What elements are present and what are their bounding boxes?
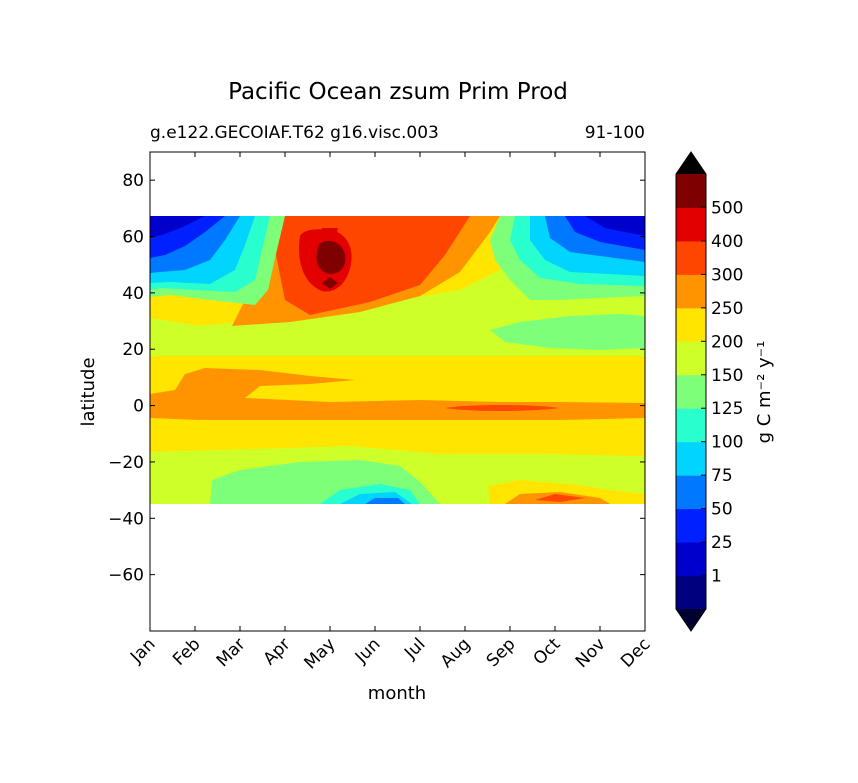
- chart-title: Pacific Ocean zsum Prim Prod: [228, 79, 568, 105]
- colorbar-segment: [676, 274, 706, 309]
- band-level-500: [316, 240, 346, 274]
- colorbar-tick-label: 150: [711, 366, 743, 386]
- x-tick-label: Nov: [572, 634, 610, 672]
- colorbar-segment: [676, 374, 706, 409]
- colorbar-tick-label: 200: [711, 332, 743, 352]
- plot-frame: [149, 151, 646, 632]
- colorbar-segment: [676, 341, 706, 376]
- x-tick-label: Jan: [126, 634, 159, 667]
- colorbar-extend-top: [676, 152, 706, 174]
- band-level-125-midlat: [490, 314, 645, 350]
- colorbar-segment: [676, 408, 706, 443]
- y-tick-label: 20: [122, 340, 144, 360]
- colorbar-segment: [676, 542, 706, 577]
- y-tick-label: 80: [122, 171, 144, 191]
- colorbar-tick-label: 300: [711, 265, 743, 285]
- band-level-300-eq: [445, 405, 560, 411]
- band-level-500-b: [322, 277, 338, 289]
- chart-subtitle-left: g.e122.GECOIAF.T62 g16.visc.003: [150, 123, 439, 143]
- colorbar-segment: [676, 307, 706, 342]
- colorbar-segment: [676, 240, 706, 275]
- y-tick-label: −60: [108, 566, 144, 586]
- x-tick-label: Aug: [437, 634, 475, 672]
- x-tick-label: Oct: [530, 634, 565, 669]
- colorbar-tick-label: 50: [711, 500, 733, 520]
- x-tick-label: Dec: [617, 634, 654, 671]
- y-tick-label: −20: [108, 453, 144, 473]
- x-tick-label: May: [301, 634, 340, 673]
- chart-subtitle-right: 91-100: [585, 123, 645, 143]
- x-tick-label: Jun: [351, 634, 385, 668]
- contour-field: [150, 216, 645, 504]
- colorbar-segment: [676, 575, 706, 610]
- colorbar-tick-label: 25: [711, 533, 733, 553]
- colorbar-tick-label: 400: [711, 232, 743, 252]
- colorbar-tick-label: 500: [711, 198, 743, 218]
- y-axis-ticks: 80 60 40 20 0 −20 −40 −60: [108, 171, 645, 586]
- band-level-50-s: [365, 498, 405, 504]
- x-tick-label: Feb: [169, 634, 204, 669]
- colorbar-segment: [676, 475, 706, 510]
- colorbar-tick-label: 100: [711, 433, 743, 453]
- colorbar-tick-label: 250: [711, 299, 743, 319]
- y-axis-label: latitude: [78, 357, 99, 426]
- y-tick-label: −40: [108, 509, 144, 529]
- y-tick-label: 60: [122, 228, 144, 248]
- colorbar-segment: [676, 207, 706, 242]
- colorbar-tick-label: 1: [711, 567, 722, 587]
- band-level-300-s: [535, 494, 585, 502]
- x-tick-label: Jul: [400, 634, 429, 663]
- y-tick-label: 0: [133, 397, 144, 417]
- band-level-1-w: [150, 216, 205, 238]
- colorbar-segment: [676, 174, 706, 208]
- band-level-1-e: [585, 216, 645, 236]
- colorbar-segment: [676, 508, 706, 543]
- colorbar-label: g C m⁻² y⁻¹: [754, 341, 775, 444]
- y-tick-label: 40: [122, 284, 144, 304]
- x-tick-label: Mar: [213, 634, 250, 671]
- band-level-400-b: [322, 228, 338, 236]
- colorbar-tick-label: 125: [711, 399, 743, 419]
- x-tick-label: Sep: [483, 634, 520, 671]
- x-tick-label: Apr: [260, 634, 295, 669]
- colorbar-extend-bottom: [676, 609, 706, 631]
- colorbar-outline: [675, 151, 707, 632]
- colorbar-segment: [676, 441, 706, 476]
- x-axis-label: month: [368, 683, 426, 704]
- colorbar-tick-label: 75: [711, 466, 733, 486]
